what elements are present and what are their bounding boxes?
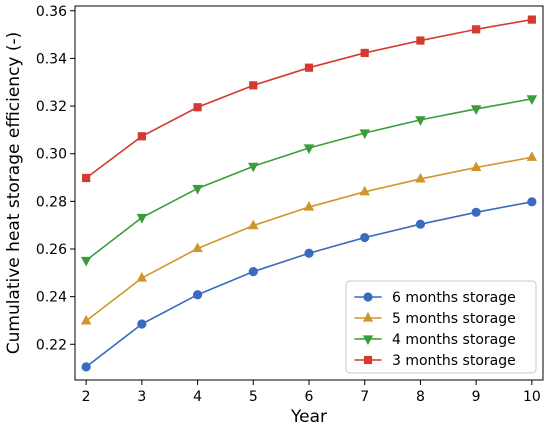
x-tick-label: 4 <box>193 389 202 405</box>
legend-item-2: 5 months storage <box>354 311 516 327</box>
x-tick-label: 7 <box>360 389 369 405</box>
legend-label: 3 months storage <box>392 353 516 369</box>
y-tick-label: 0.34 <box>36 51 67 67</box>
x-tick-label: 5 <box>249 389 258 405</box>
legend-marker <box>362 311 374 322</box>
series-1 <box>81 197 537 372</box>
series-3 <box>80 95 538 267</box>
legend-label: 4 months storage <box>392 332 516 348</box>
data-point-s3-p3 <box>192 184 203 195</box>
data-point-s2-p2 <box>136 271 148 282</box>
data-point-s4-p5 <box>304 63 314 72</box>
data-point-s1-p4 <box>248 267 258 277</box>
data-point-s3-p6 <box>359 129 370 140</box>
data-point-s4-p3 <box>193 103 202 112</box>
legend-item-1: 6 months storage <box>354 290 516 306</box>
legend-marker <box>363 292 373 302</box>
data-point-s1-p3 <box>192 290 203 300</box>
data-point-s2-p1 <box>80 314 92 325</box>
data-point-s1-p6 <box>360 232 370 243</box>
data-point-s4-p9 <box>527 15 536 24</box>
data-point-s1-p2 <box>137 319 147 329</box>
data-point-s2-p3 <box>192 242 203 253</box>
legend-label: 6 months storage <box>392 290 516 306</box>
y-tick-label: 0.22 <box>36 337 67 353</box>
x-axis-title: Year <box>290 407 327 427</box>
data-point-s3-p1 <box>80 256 92 267</box>
data-point-s3-p9 <box>526 95 538 105</box>
y-tick-label: 0.28 <box>36 194 67 210</box>
data-point-s2-p9 <box>526 151 538 161</box>
y-tick-label: 0.30 <box>36 147 67 163</box>
y-tick-label: 0.24 <box>36 290 67 306</box>
data-point-s4-p6 <box>360 48 369 58</box>
data-point-s1-p5 <box>304 248 314 258</box>
data-point-s4-p1 <box>82 173 91 183</box>
data-point-s1-p7 <box>415 219 426 229</box>
series-4 <box>82 15 536 183</box>
data-point-s4-p7 <box>416 36 425 45</box>
x-tick-label: 9 <box>472 389 481 405</box>
data-point-s4-p8 <box>472 25 481 34</box>
legend-label: 5 months storage <box>392 311 516 327</box>
x-tick-label: 10 <box>523 389 541 405</box>
y-axis-ticks: 0.22 0.24 0.26 0.28 0.30 0.32 0.34 0.36 <box>36 4 75 353</box>
x-tick-label: 8 <box>416 389 425 405</box>
data-point-s1-p8 <box>471 207 481 217</box>
legend-marker <box>362 335 374 346</box>
data-point-s3-p2 <box>136 213 148 224</box>
y-axis-title: Cumulative heat storage efficiency (-) <box>4 32 24 355</box>
legend: 6 months storage 5 months storage 4 months… <box>345 280 537 374</box>
data-point-s4-p2 <box>137 132 146 141</box>
data-point-s4-p4 <box>249 81 258 90</box>
data-point-s2-p7 <box>415 172 426 183</box>
data-point-s3-p5 <box>303 144 315 155</box>
y-tick-label: 0.32 <box>36 99 67 115</box>
x-tick-label: 2 <box>82 389 91 405</box>
legend-item-4: 3 months storage <box>354 353 516 369</box>
x-tick-label: 3 <box>137 389 146 405</box>
x-tick-label: 6 <box>305 389 314 405</box>
y-tick-label: 0.36 <box>36 4 67 20</box>
data-point-s2-p8 <box>470 161 482 172</box>
y-tick-label: 0.26 <box>36 242 67 258</box>
legend-items: 6 months storage 5 months storage 4 months… <box>354 290 516 369</box>
x-axis-ticks: 2 3 4 5 6 7 8 9 10 <box>82 380 541 405</box>
data-point-s2-p5 <box>303 201 315 211</box>
series-2 <box>80 151 538 325</box>
legend-box <box>345 280 537 374</box>
data-point-s3-p4 <box>248 162 259 173</box>
data-point-s1-p9 <box>527 197 537 207</box>
data-point-s3-p7 <box>415 116 426 126</box>
data-point-s2-p6 <box>359 185 370 196</box>
data-point-s2-p4 <box>248 219 259 230</box>
data-point-s1-p1 <box>81 362 91 372</box>
legend-marker <box>363 355 373 365</box>
legend-item-3: 4 months storage <box>354 332 516 348</box>
data-point-s3-p8 <box>470 105 482 115</box>
series-layer <box>80 15 538 372</box>
